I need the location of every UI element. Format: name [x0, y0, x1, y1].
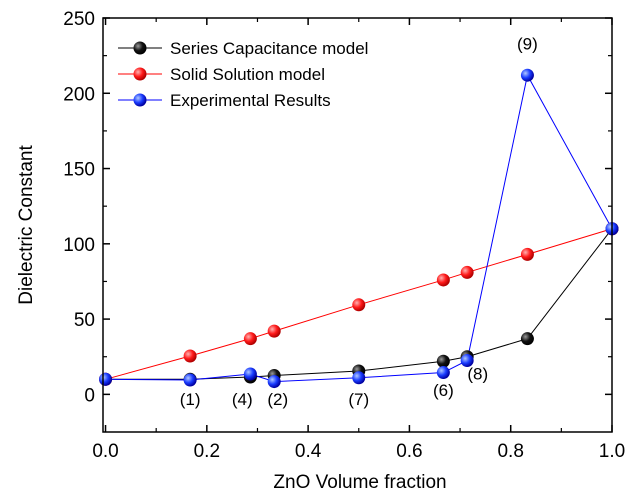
- data-point: [520, 68, 534, 82]
- data-point: [183, 373, 197, 387]
- data-point: [352, 298, 366, 312]
- data-point: [243, 367, 257, 381]
- legend-label: Series Capacitance model: [170, 39, 368, 58]
- legend-marker: [133, 41, 147, 55]
- data-point: [436, 354, 450, 368]
- legend-marker: [133, 67, 147, 81]
- data-point: [183, 349, 197, 363]
- data-point: [243, 332, 257, 346]
- data-point: [267, 324, 281, 338]
- plot-area: (1) (4) (2) (7) (6) (8) (9): [99, 35, 619, 409]
- y-tick-label: 50: [74, 310, 95, 331]
- y-tick-label: 250: [63, 9, 95, 30]
- point-annotation: (4): [232, 390, 253, 409]
- x-axis-label: ZnO Volume fraction: [273, 472, 446, 493]
- point-annotation: (1): [180, 390, 201, 409]
- data-point: [352, 371, 366, 385]
- x-tick-label: 0.4: [295, 441, 322, 462]
- plot-frame: [102, 17, 613, 433]
- x-tick-label: 1.0: [599, 441, 625, 462]
- data-point: [460, 265, 474, 279]
- legend-label: Experimental Results: [170, 91, 331, 110]
- y-tick-label: 100: [63, 235, 95, 256]
- data-point: [267, 375, 281, 389]
- x-tick-label: 0.6: [396, 441, 422, 462]
- data-point: [436, 273, 450, 287]
- y-tick-label: 200: [63, 84, 95, 105]
- legend-marker: [133, 93, 147, 107]
- y-tick-label: 150: [63, 160, 95, 181]
- axes: 0.0 0.2 0.4 0.6 0.8 1.0 0 50 100 150 200 250: [63, 9, 625, 462]
- point-annotation: (7): [348, 390, 369, 409]
- point-annotation: (9): [517, 35, 538, 54]
- point-annotation: (2): [267, 390, 288, 409]
- legend-label: Solid Solution model: [170, 65, 325, 84]
- data-point: [99, 372, 113, 386]
- y-tick-label: 0: [84, 385, 95, 406]
- data-point: [460, 353, 474, 367]
- x-tick-label: 0.0: [92, 441, 118, 462]
- legend: Series Capacitance model Solid Solution m…: [118, 39, 368, 110]
- point-annotation: (8): [467, 364, 488, 383]
- data-point: [520, 332, 534, 346]
- series-line: [105, 73, 613, 383]
- x-tick-label: 0.2: [194, 441, 220, 462]
- point-annotation: (6): [433, 381, 454, 400]
- data-point: [520, 247, 534, 261]
- y-axis-label: Dielectric Constant: [16, 145, 37, 305]
- data-point: [436, 366, 450, 380]
- x-tick-label: 0.8: [497, 441, 523, 462]
